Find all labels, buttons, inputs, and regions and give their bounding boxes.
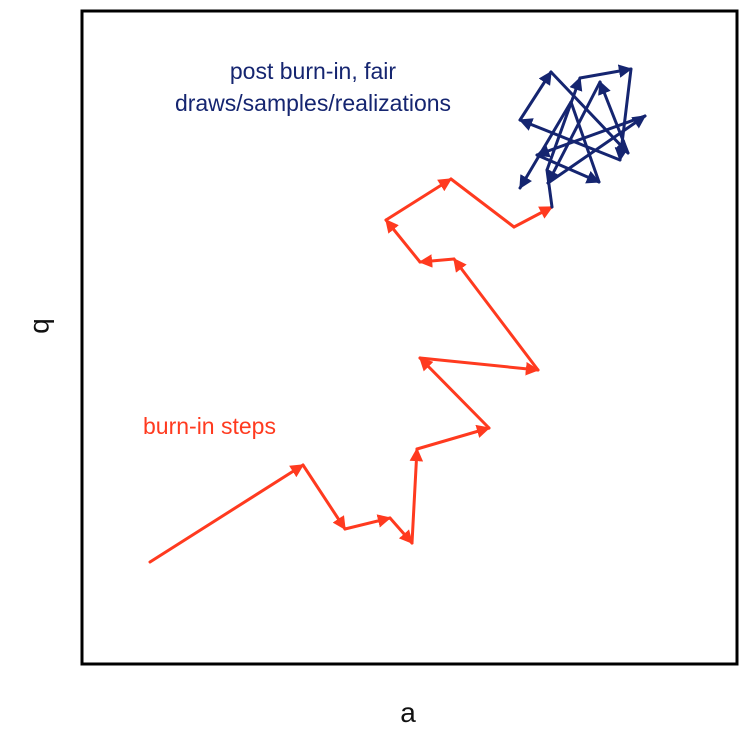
plot-frame (80, 9, 739, 666)
sample-step (569, 100, 601, 184)
burn-in-step (384, 218, 422, 264)
x-axis-label: a (400, 697, 416, 728)
burn-in-step (418, 254, 456, 268)
burn-in-step (148, 463, 305, 564)
burn-in-path (148, 177, 554, 564)
sample-step (549, 70, 630, 155)
sample-step (598, 80, 630, 155)
burn-in-label: burn-in steps (143, 413, 276, 439)
sample-step (535, 114, 647, 158)
burn-in-step (384, 177, 453, 222)
sample-step (546, 114, 647, 185)
sample-step (545, 76, 583, 172)
burn-in-step (415, 424, 491, 451)
burn-in-step (343, 514, 392, 531)
burn-in-step (452, 257, 540, 372)
burn-in-step (418, 356, 491, 430)
burn-in-step (449, 177, 516, 229)
burn-in-step (301, 463, 347, 531)
burn-in-step (409, 447, 424, 545)
sample-step (518, 100, 573, 190)
burn-in-step (418, 356, 540, 376)
sample-step (546, 80, 602, 185)
sample-step (578, 64, 633, 80)
sample-step (535, 153, 601, 184)
post-burn-in-path (518, 64, 647, 209)
post-burn-in-label-line1: post burn-in, fair (230, 58, 397, 84)
burn-in-step (512, 205, 554, 229)
burn-in-step (388, 516, 414, 545)
y-axis-label: b (28, 318, 59, 334)
post-burn-in-label-line2: draws/samples/realizations (175, 90, 451, 116)
sample-step (518, 70, 553, 122)
